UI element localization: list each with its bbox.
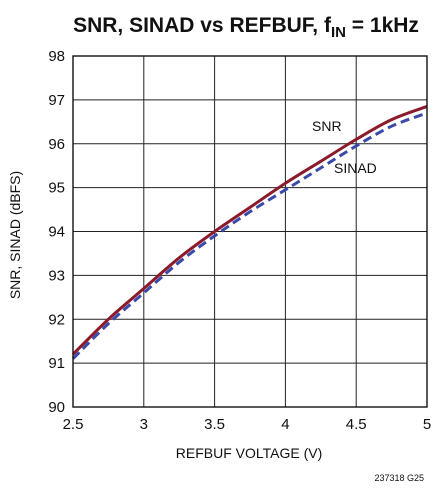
figure-id: 237318 G25 — [374, 473, 424, 483]
y-tick-label: 90 — [48, 399, 65, 416]
x-tick-label: 4 — [281, 416, 289, 433]
y-tick-label: 94 — [48, 224, 65, 241]
x-tick-label: 3.5 — [204, 416, 225, 433]
series-line-sinad — [71, 111, 428, 360]
y-tick-label: 93 — [48, 267, 65, 284]
y-tick-label: 92 — [48, 311, 65, 328]
grid — [72, 55, 428, 408]
y-tick-label: 91 — [48, 355, 65, 372]
y-tick-label: 95 — [48, 180, 65, 197]
x-tick-label: 3 — [140, 416, 148, 433]
series-label-sinad: SINAD — [334, 160, 377, 176]
chart-title: SNR, SINAD vs REFBUF, fIN = 1kHz — [73, 14, 419, 41]
y-tick-label: 96 — [48, 136, 65, 153]
y-axis-label: SNR, SINAD (dBFS) — [7, 171, 23, 299]
x-ticks: 2.5 3 3.5 4 4.5 5 — [63, 416, 432, 433]
y-tick-label: 97 — [48, 92, 65, 109]
series-line-snr — [71, 105, 428, 356]
y-ticks: 90 91 92 93 94 95 96 97 98 — [48, 48, 65, 416]
x-tick-label: 5 — [423, 416, 431, 433]
series-label-snr: SNR — [312, 118, 342, 134]
x-tick-label: 4.5 — [346, 416, 367, 433]
x-axis-label: REFBUF VOLTAGE (V) — [176, 445, 323, 461]
plot-frame — [72, 55, 428, 408]
series-layer — [71, 105, 428, 360]
x-tick-label: 2.5 — [63, 416, 84, 433]
y-tick-label: 98 — [48, 48, 65, 65]
